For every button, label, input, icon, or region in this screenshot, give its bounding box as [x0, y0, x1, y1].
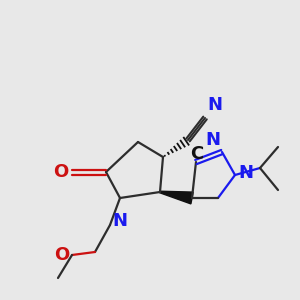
Text: O: O: [53, 163, 68, 181]
Text: N: N: [238, 164, 253, 182]
Text: O: O: [54, 246, 69, 264]
Text: N: N: [207, 96, 222, 114]
Text: C: C: [190, 145, 203, 163]
Text: N: N: [205, 131, 220, 149]
Polygon shape: [160, 191, 193, 204]
Text: N: N: [112, 212, 128, 230]
